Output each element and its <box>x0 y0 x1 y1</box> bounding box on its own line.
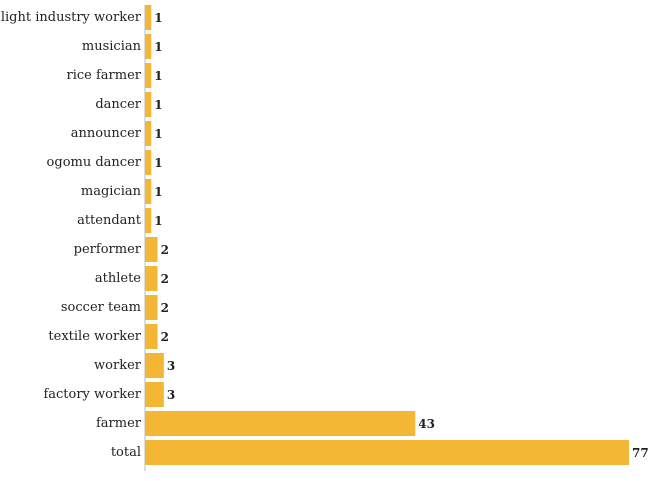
value-label: 2 <box>161 301 169 315</box>
bars-group <box>145 5 629 465</box>
category-label: total <box>111 445 141 460</box>
bar-magician <box>145 179 152 204</box>
bar-farmer <box>145 411 416 436</box>
value-label: 1 <box>154 11 162 25</box>
category-label: musician <box>82 39 142 54</box>
value-label: 1 <box>154 185 162 199</box>
value-label: 3 <box>167 359 175 373</box>
bar-attendant <box>145 208 152 233</box>
category-label: worker <box>94 358 142 373</box>
bar-soccer-team <box>145 295 158 320</box>
category-label: performer <box>74 242 142 257</box>
value-label: 1 <box>154 40 162 54</box>
category-label: announcer <box>71 126 142 141</box>
bar-light-industry-worker <box>145 5 152 30</box>
value-label: 43 <box>418 417 435 431</box>
bar-performer <box>145 237 158 262</box>
value-label: 3 <box>167 388 175 402</box>
labels-group: light industry worker 1 musician 1 rice farm… <box>1 10 649 460</box>
value-label: 77 <box>632 446 649 460</box>
category-label: light industry worker <box>1 10 142 25</box>
category-label: attendant <box>77 213 142 228</box>
bar-dancer <box>145 92 152 117</box>
value-label: 1 <box>154 69 162 83</box>
category-label: factory worker <box>43 387 141 402</box>
bar-total <box>145 440 629 465</box>
bar-athlete <box>145 266 158 291</box>
bar-textile-worker <box>145 324 158 349</box>
value-label: 2 <box>161 272 169 286</box>
bar-worker <box>145 353 164 378</box>
value-label: 1 <box>154 127 162 141</box>
bar-rice-farmer <box>145 63 152 88</box>
bar-announcer <box>145 121 152 146</box>
value-label: 2 <box>161 330 169 344</box>
value-label: 1 <box>154 214 162 228</box>
category-label: dancer <box>95 97 141 112</box>
value-label: 1 <box>154 98 162 112</box>
category-label: rice farmer <box>67 68 142 83</box>
category-label: textile worker <box>48 329 141 344</box>
category-label: soccer team <box>61 300 141 315</box>
bar-musician <box>145 34 152 59</box>
bar-ogomu-dancer <box>145 150 152 175</box>
bar-factory-worker <box>145 382 164 407</box>
value-label: 1 <box>154 156 162 170</box>
category-label: farmer <box>96 416 142 431</box>
category-label: ogomu dancer <box>47 155 142 170</box>
category-label: magician <box>81 184 142 199</box>
category-label: athlete <box>95 271 141 286</box>
value-label: 2 <box>161 243 169 257</box>
